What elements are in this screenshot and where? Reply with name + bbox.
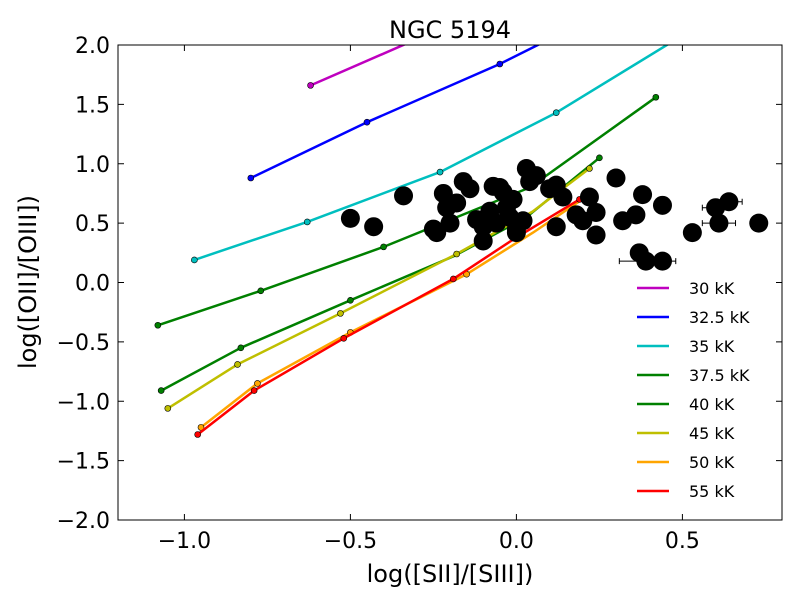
legend-label: 30 kK [689,279,735,298]
legend-label: 40 kK [689,395,735,414]
series-marker [157,387,165,394]
series-marker [303,218,311,226]
legend-label: 32.5 kK [689,308,750,327]
series-marker [453,250,460,258]
series-marker [596,154,603,162]
data-point [394,186,414,206]
x-axis-ticks: −1.0 −0.5 0.0 0.5 [158,45,700,554]
legend-label: 35 kK [689,337,735,356]
series-line [167,167,591,410]
series-marker [586,165,593,172]
series-line [310,45,407,87]
data-point [586,202,606,222]
y-tick-label: −1.0 [57,390,110,415]
legend-label: 50 kK [689,453,735,472]
series-marker [340,335,348,342]
y-tick-label: 1.0 [75,153,110,178]
series-marker [363,118,371,126]
series-marker [436,168,444,176]
data-point [553,187,573,207]
y-tick-label: 0.5 [75,212,110,237]
series-line [250,45,541,180]
series-marker [347,297,354,304]
observation-points [340,159,769,271]
x-tick-label: 0.5 [665,529,700,554]
series-marker [237,344,245,352]
series-marker [652,93,660,101]
data-point [526,166,546,186]
series-marker [450,275,457,283]
data-point [636,251,656,271]
series-marker [552,109,560,116]
series-marker [254,380,261,387]
data-point [427,223,447,243]
series-marker [154,321,162,329]
y-tick-label: −0.5 [57,331,110,356]
data-point [503,189,523,209]
data-point [586,225,606,245]
data-point [719,192,739,212]
legend: 30 kK 32.5 kK 35 kK 37.5 kK 40 kK 45 kK 50 kK 5… [637,279,750,501]
data-point [473,231,493,251]
series-marker [496,60,504,68]
data-point [433,183,453,203]
y-tick-label: 2.0 [75,34,110,59]
x-axis-label: log([SII]/[SIII]) [367,560,534,588]
data-point [546,217,566,237]
data-point [513,211,533,231]
data-point [340,208,360,228]
data-point [460,179,480,199]
data-point [364,217,384,237]
data-point [579,187,599,207]
data-point [682,223,702,243]
series-marker [247,174,255,182]
y-tick-label: −1.5 [57,450,110,475]
data-point [626,205,646,225]
data-point [633,185,653,205]
x-tick-label: −1.0 [158,529,211,554]
data-point [749,213,769,233]
y-tick-label: −2.0 [57,509,110,534]
legend-label: 37.5 kK [689,366,750,385]
y-tick-label: 0.0 [75,272,110,297]
series-marker [234,361,241,368]
series-marker [191,256,198,264]
series-marker [257,287,265,295]
chart-title: NGC 5194 [389,16,511,44]
data-point [606,168,626,188]
model-curves [154,45,670,438]
data-point [440,213,460,233]
y-tick-label: 1.5 [75,93,110,118]
x-tick-label: 0.0 [499,529,534,554]
series-marker [307,82,314,89]
y-axis-ticks: −2.0 −1.5 −1.0 −0.5 0.0 0.5 1.0 1.5 2.0 [57,34,782,534]
data-point [447,193,467,213]
series-marker [250,387,258,394]
series-marker [337,310,344,317]
data-point [652,195,672,215]
data-point [652,251,672,271]
series-marker [380,243,387,251]
legend-label: 45 kK [689,424,735,443]
series-marker [164,405,172,412]
x-tick-label: −0.5 [324,529,377,554]
series-marker [194,431,201,438]
y-axis-label: log([OII]/[OIII]) [14,195,42,369]
data-point [709,213,729,233]
series-line [196,198,581,436]
legend-label: 55 kK [689,482,735,501]
